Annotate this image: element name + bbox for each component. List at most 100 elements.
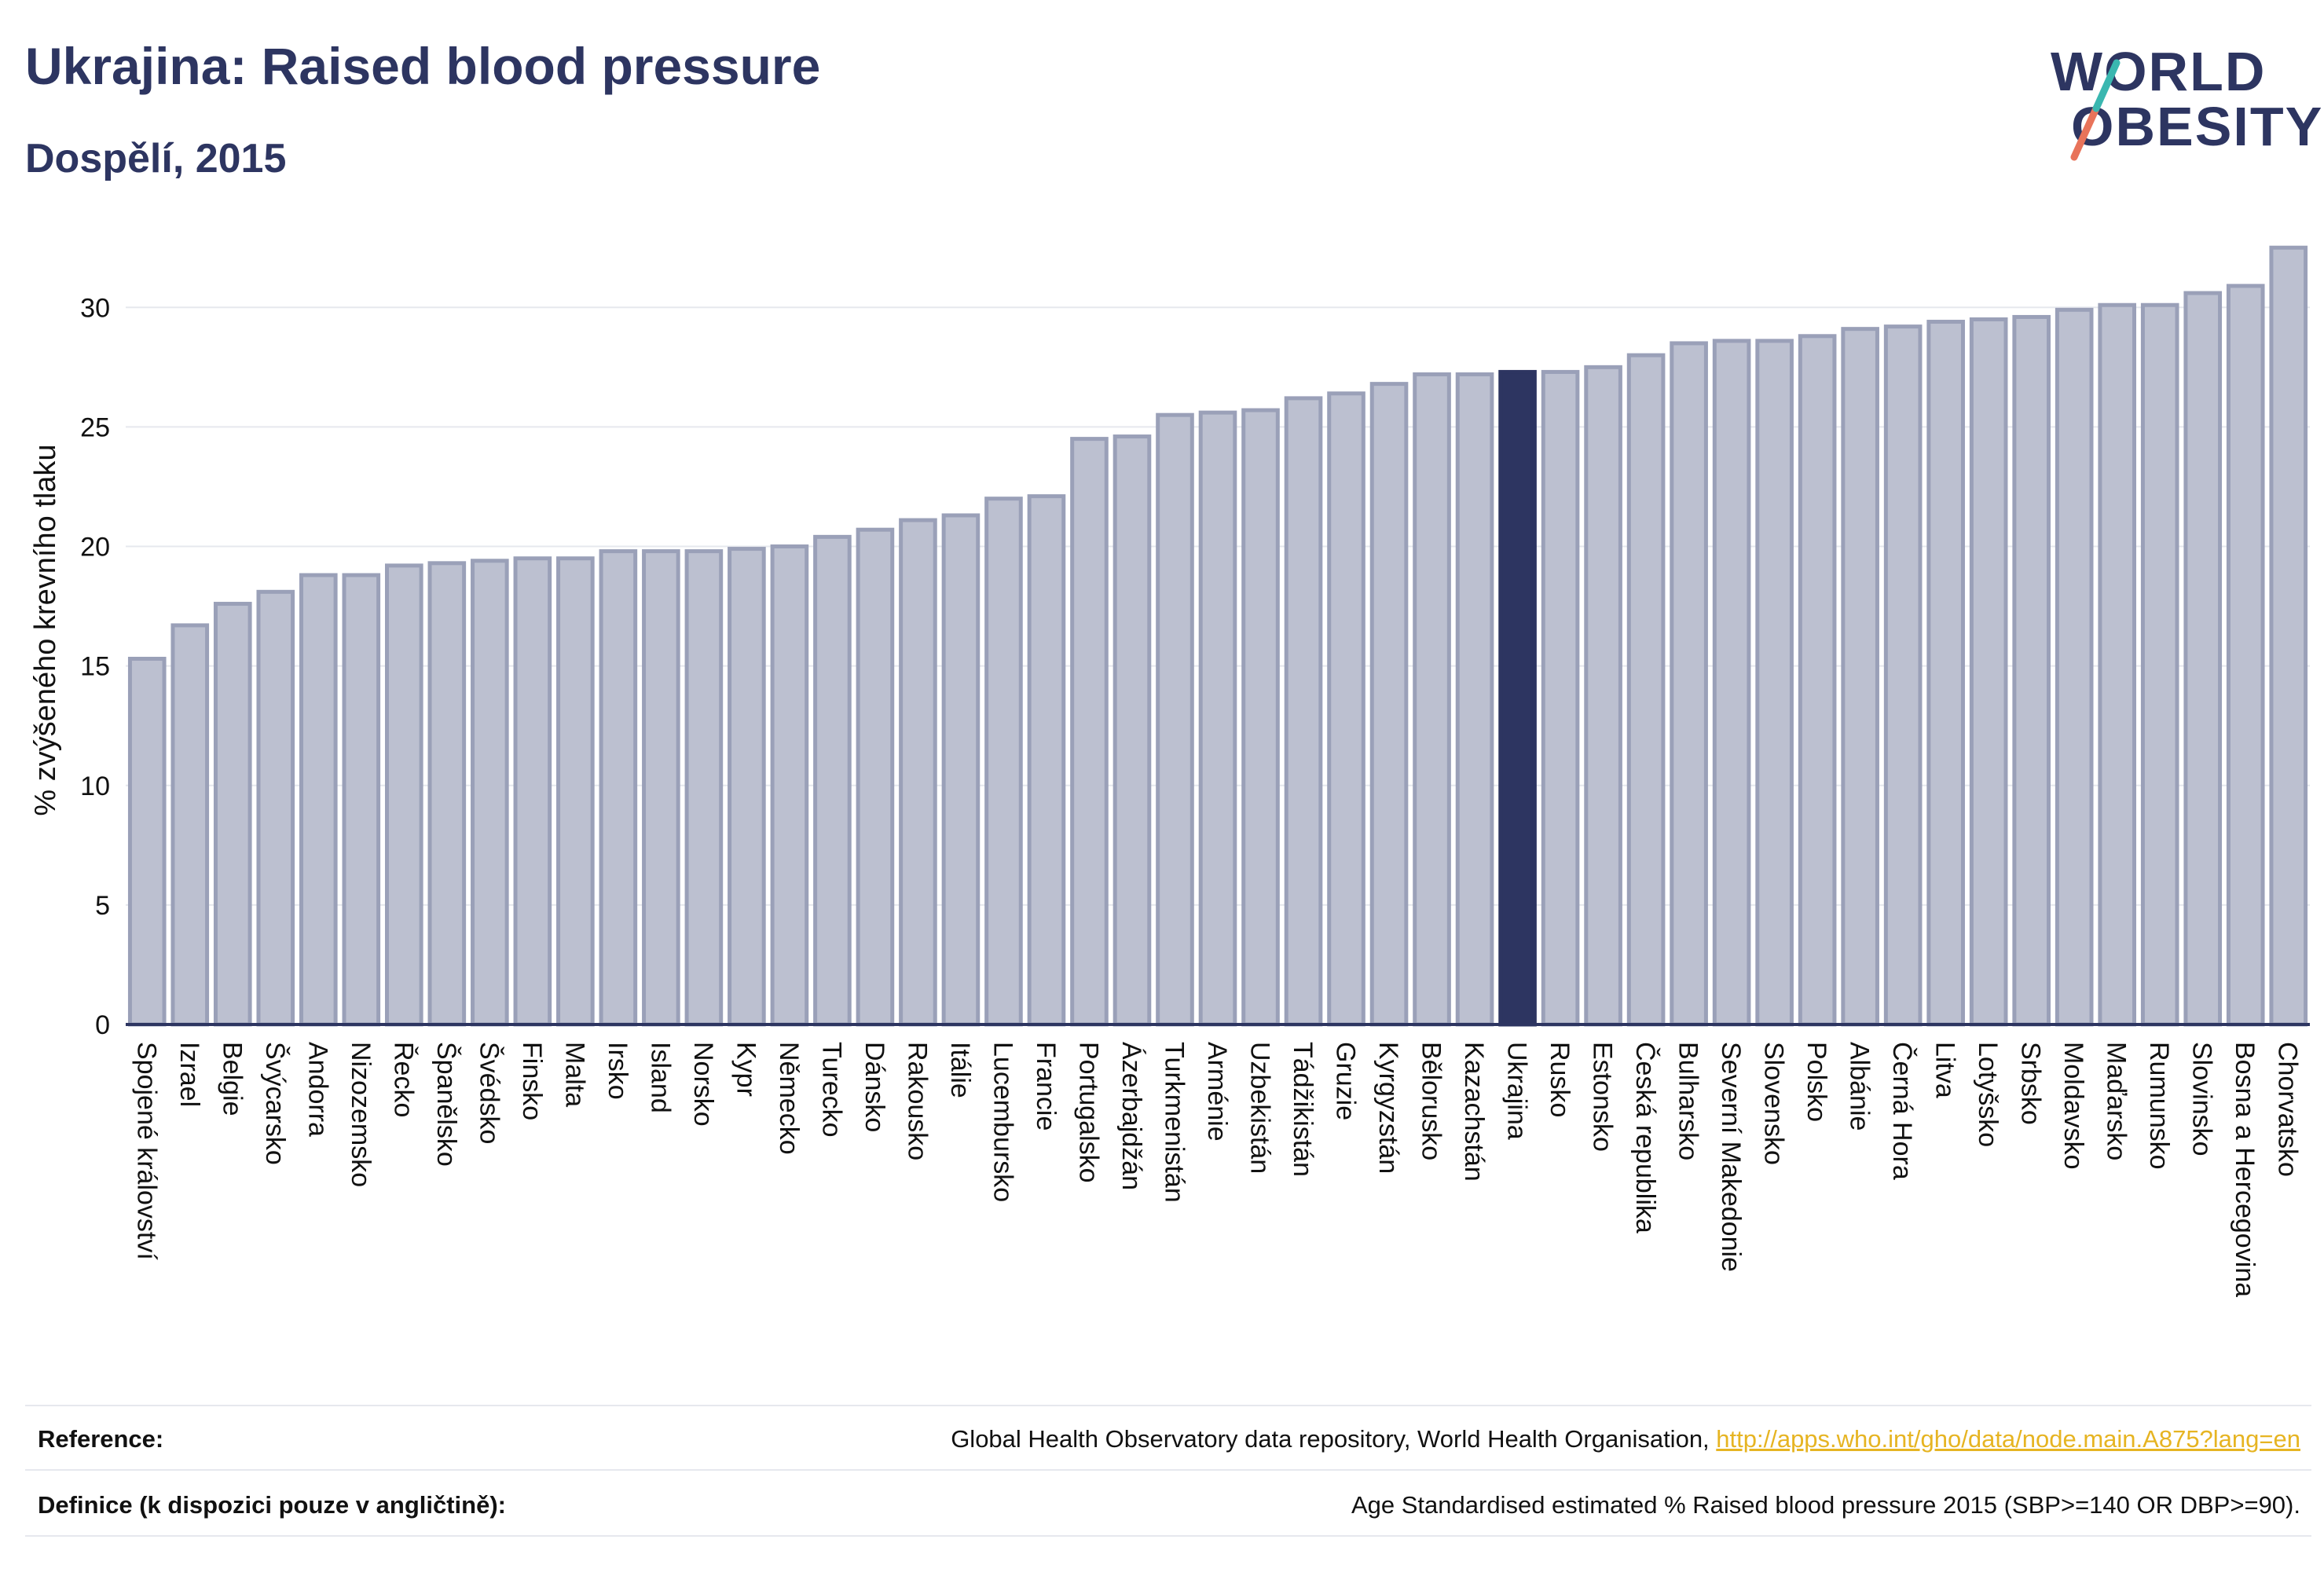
bar [2012, 314, 2051, 1027]
bar [471, 559, 509, 1027]
bar [1070, 437, 1109, 1027]
x-tick-label: Finsko [517, 1042, 547, 1120]
x-tick-label: Spojené království [131, 1042, 161, 1260]
x-tick-label: Slovinsko [2187, 1042, 2217, 1156]
y-tick-label: 25 [80, 412, 110, 442]
x-tick-label: Rumunsko [2144, 1042, 2174, 1170]
y-tick-label: 5 [95, 891, 110, 921]
x-tick-label: Uzbekistán [1245, 1042, 1275, 1174]
bar [770, 544, 809, 1027]
x-tick-label: Itálie [945, 1042, 975, 1098]
footer-divider-top [25, 1405, 2311, 1406]
y-tick-label: 0 [95, 1010, 110, 1040]
x-tick-label: Bosna a Hercegovina [2230, 1042, 2260, 1297]
bar [2140, 302, 2179, 1027]
bar-highlighted [1498, 369, 1537, 1027]
bar [1541, 369, 1580, 1027]
bar [1626, 353, 1666, 1027]
x-tick-label: Švýcarsko [260, 1042, 290, 1165]
bar [1369, 382, 1409, 1027]
x-tick-label: Kyrgyzstán [1373, 1042, 1403, 1174]
bar [856, 527, 895, 1027]
x-tick-label: Tádžikistán [1288, 1042, 1318, 1177]
reference-link[interactable]: http://apps.who.int/gho/data/node.main.A… [1716, 1425, 2300, 1453]
x-tick-label: Ázerbajdžán [1116, 1042, 1146, 1190]
bar [213, 602, 252, 1027]
x-tick-label: Slovensko [1759, 1042, 1789, 1165]
chart-title: Ukrajina: Raised blood pressure [25, 37, 821, 95]
y-tick-label: 20 [80, 533, 110, 563]
x-tick-label: Řecko [388, 1042, 418, 1117]
x-tick-label: Dánsko [860, 1042, 889, 1132]
x-tick-label: Turkmenistán [1159, 1042, 1189, 1203]
x-tick-label: Litva [1930, 1042, 1960, 1098]
bar [170, 623, 210, 1027]
reference-source: Global Health Observatory data repositor… [951, 1425, 1717, 1453]
bar [2226, 284, 2265, 1027]
bar [2055, 307, 2094, 1027]
x-tick-label: Andorra [302, 1042, 332, 1137]
logo-slash-icon [2070, 59, 2121, 161]
reference-text: Global Health Observatory data repositor… [951, 1425, 2300, 1453]
x-tick-label: Černá Hora [1887, 1042, 1917, 1180]
bar [1327, 391, 1365, 1027]
x-tick-label: Island [645, 1042, 675, 1113]
bar [513, 556, 552, 1027]
bar [256, 589, 295, 1027]
chart-subtitle: Dospělí, 2015 [25, 136, 287, 181]
x-tick-label: Arménie [1202, 1042, 1232, 1142]
x-tick-label: Francie [1031, 1042, 1061, 1131]
bar [599, 549, 638, 1027]
bar [984, 497, 1023, 1027]
x-tick-label: Severní Makedonie [1716, 1042, 1746, 1272]
bar [2098, 302, 2137, 1027]
bar [1841, 327, 1879, 1027]
x-tick-label: Izrael [174, 1042, 204, 1107]
x-tick-label: Chorvatsko [2273, 1042, 2303, 1177]
bar [941, 513, 981, 1027]
footer-divider-middle [25, 1469, 2311, 1471]
bar [1798, 334, 1837, 1027]
bar [642, 549, 680, 1027]
x-tick-label: Kypr [731, 1042, 761, 1097]
x-tick-label: Lucembursko [988, 1042, 1017, 1202]
bar [1413, 372, 1451, 1027]
x-tick-label: Bulharsko [1673, 1042, 1703, 1160]
bar [728, 547, 766, 1027]
x-tick-label: Belgie [217, 1042, 247, 1116]
bar [1755, 339, 1794, 1027]
x-tick-label: Norsko [688, 1042, 718, 1127]
x-tick-label: Švédsko [474, 1042, 504, 1144]
bar [899, 518, 937, 1027]
x-tick-label: Bělorusko [1417, 1042, 1446, 1160]
x-tick-label: Ukrajina [1502, 1042, 1532, 1140]
x-tick-label: Nizozemsko [346, 1042, 376, 1187]
x-tick-label: Rakousko [902, 1042, 932, 1160]
bar [1926, 320, 1965, 1027]
x-tick-label: Irsko [603, 1042, 632, 1100]
bar-chart: 0 5 10 15 20 25 30 % zvýšeného krevního tlaku Sp… [29, 245, 2310, 1297]
bar [342, 573, 381, 1027]
bar [299, 573, 338, 1027]
bar [1156, 412, 1194, 1027]
bar [127, 657, 167, 1027]
footer-divider-bottom [25, 1535, 2311, 1537]
x-tick-label: Lotyšsko [1973, 1042, 2003, 1147]
definition-text: Age Standardised estimated % Raised bloo… [1351, 1491, 2300, 1519]
x-tick-label: Maďarsko [2102, 1042, 2132, 1160]
bar [2183, 291, 2223, 1027]
y-tick-label: 15 [80, 652, 110, 682]
bar [684, 549, 724, 1027]
x-tick-label: Albánie [1845, 1042, 1875, 1131]
reference-label: Reference: [38, 1425, 164, 1453]
x-tick-label: Malta [559, 1042, 589, 1107]
y-tick-label: 10 [80, 772, 110, 801]
x-tick-label: Gruzie [1331, 1042, 1361, 1120]
bar [1113, 434, 1152, 1027]
y-tick-label: 30 [80, 293, 110, 323]
bar [1584, 365, 1622, 1027]
x-tick-label: Portugalsko [1073, 1042, 1103, 1183]
x-tick-label: Polsko [1802, 1042, 1831, 1122]
y-axis-label: % zvýšeného krevního tlaku [29, 444, 62, 815]
x-tick-label: Španělsko [431, 1042, 461, 1167]
